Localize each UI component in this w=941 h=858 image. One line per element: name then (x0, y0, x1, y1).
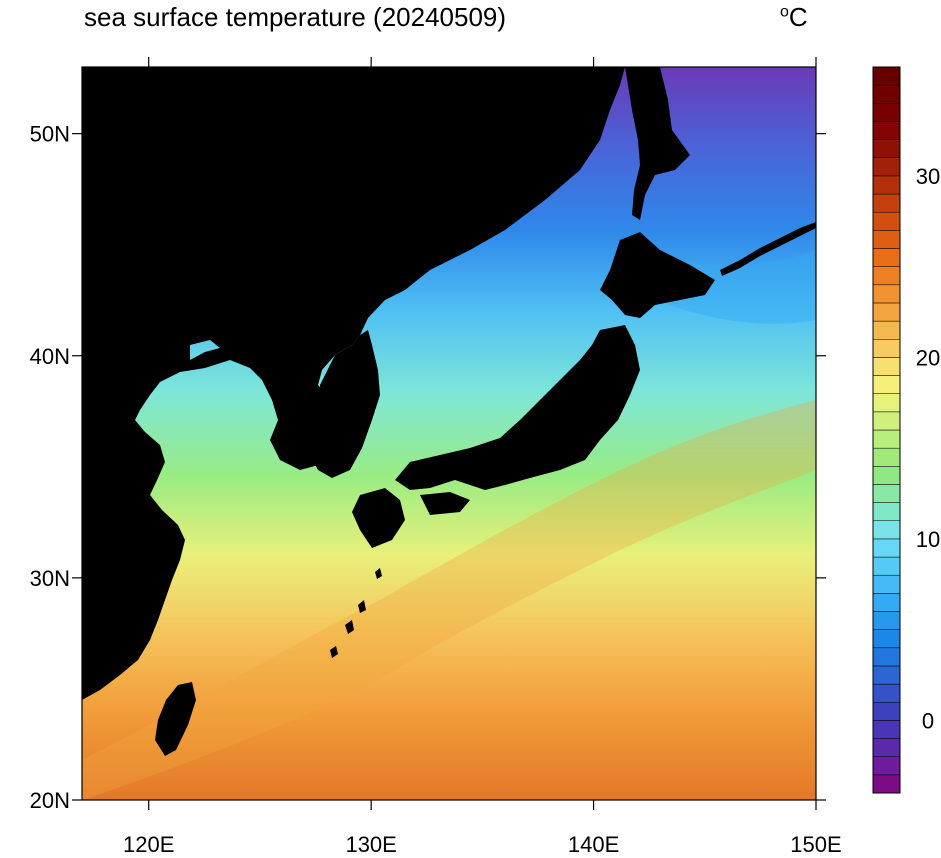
colorbar-segment (872, 683, 901, 703)
colorbar-tick-label: 20 (916, 345, 940, 370)
colorbar-segment (872, 66, 901, 86)
colorbar-segment (872, 121, 901, 140)
land-taiwan (155, 682, 196, 756)
colorbar-segment (872, 193, 901, 213)
colorbar-segment (872, 103, 901, 122)
lat-tick-label: 30N (30, 566, 70, 591)
colorbar-segment (872, 84, 901, 104)
colorbar-tick-label: 0 (922, 708, 934, 733)
colorbar-segment (872, 738, 901, 757)
colorbar-segment (872, 266, 901, 286)
land-kyushu-shikoku (352, 488, 470, 548)
latitude-axis: 20N 30N 40N 50N (30, 122, 826, 813)
colorbar-segment (872, 665, 901, 685)
land-korea (310, 330, 380, 478)
colorbar-segment (872, 629, 901, 649)
colorbar-tick-label: 30 (916, 164, 940, 189)
map-title: sea surface temperature (20240509) (84, 2, 507, 32)
lon-tick-label: 150E (790, 832, 841, 857)
colorbar-segment (872, 647, 901, 667)
colorbar-segment (872, 756, 901, 776)
colorbar-segment (872, 702, 901, 721)
lat-tick-label: 20N (30, 788, 70, 813)
colorbar-frame (872, 66, 901, 794)
colorbar-segment (872, 357, 901, 376)
colorbar-segment (872, 466, 901, 485)
unit-letter: C (788, 2, 808, 32)
colorbar-segment (872, 574, 901, 594)
colorbar-segment (872, 230, 901, 249)
land-honshu (395, 325, 640, 490)
kuroshio-band (82, 400, 816, 800)
colorbar-segment (872, 393, 901, 413)
lat-tick-label: 50N (30, 122, 70, 147)
lon-tick-label: 140E (568, 832, 619, 857)
colorbar-segment (872, 375, 901, 394)
colorbar-segment (872, 520, 901, 540)
unit-label: oC (780, 2, 808, 33)
map-frame (81, 66, 817, 801)
land-hokkaido (600, 232, 715, 318)
colorbar-tick-label: 10 (916, 527, 940, 552)
map-panel (82, 67, 816, 800)
colorbar-segment (872, 593, 901, 612)
colorbar-segment (872, 502, 901, 522)
lat-tick-label: 40N (30, 344, 70, 369)
longitude-axis: 120E 130E 140E 150E (123, 57, 842, 857)
colorbar-segment (872, 320, 901, 340)
colorbar-segment (872, 339, 901, 358)
colorbar: 0 10 20 30 (872, 66, 940, 794)
land-sakhalin (625, 67, 690, 220)
colorbar-segment (872, 248, 901, 267)
colorbar-segment (872, 175, 901, 195)
colorbar-segment (872, 211, 901, 231)
colorbar-segment (872, 302, 901, 322)
colorbar-segment (872, 611, 901, 630)
land-kuril-islands (720, 222, 816, 276)
colorbar-segment (872, 447, 901, 467)
colorbar-segment (872, 411, 901, 431)
land (82, 67, 816, 756)
colorbar-segment (872, 484, 901, 503)
degree-symbol: o (780, 3, 789, 21)
colorbar-segment (872, 720, 901, 739)
lon-tick-label: 130E (345, 832, 396, 857)
colorbar-segment (872, 139, 901, 159)
colorbar-segment (872, 538, 901, 558)
colorbar-segment (872, 774, 901, 794)
colorbar-segment (872, 157, 901, 177)
land-ryukyu-islands (330, 568, 382, 658)
lon-tick-label: 120E (123, 832, 174, 857)
colorbar-segment (872, 429, 901, 449)
colorbar-segment (872, 284, 901, 304)
colorbar-segment (872, 556, 901, 576)
land-mainland-asia (82, 67, 625, 700)
